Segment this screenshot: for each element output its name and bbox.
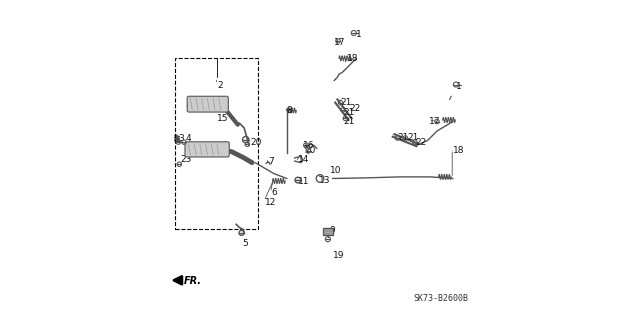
Text: 23: 23 bbox=[180, 155, 191, 164]
FancyBboxPatch shape bbox=[185, 142, 229, 157]
Text: 21: 21 bbox=[344, 108, 355, 116]
Text: 19: 19 bbox=[333, 251, 344, 260]
Text: 10: 10 bbox=[330, 166, 341, 175]
Text: 5: 5 bbox=[243, 239, 248, 248]
Text: 2: 2 bbox=[217, 81, 223, 90]
Text: 21: 21 bbox=[340, 98, 352, 107]
Text: FR.: FR. bbox=[184, 276, 202, 286]
Text: 20: 20 bbox=[304, 145, 316, 154]
FancyBboxPatch shape bbox=[187, 96, 228, 112]
Text: 8: 8 bbox=[287, 106, 292, 115]
Text: 6: 6 bbox=[271, 188, 276, 197]
Text: 13: 13 bbox=[319, 175, 330, 185]
Text: 4: 4 bbox=[186, 134, 191, 144]
Text: 1: 1 bbox=[456, 82, 461, 91]
Text: 1: 1 bbox=[356, 30, 362, 39]
Text: 11: 11 bbox=[298, 177, 309, 186]
Text: 16: 16 bbox=[303, 141, 314, 150]
Text: 9: 9 bbox=[330, 226, 335, 235]
Text: SK73-B2600B: SK73-B2600B bbox=[413, 294, 468, 303]
Text: 17: 17 bbox=[429, 117, 440, 126]
Text: 20: 20 bbox=[250, 137, 262, 147]
Text: 18: 18 bbox=[347, 54, 358, 63]
Text: 22: 22 bbox=[349, 104, 361, 113]
Text: 21: 21 bbox=[407, 133, 419, 142]
Text: 12: 12 bbox=[265, 198, 276, 207]
Bar bbox=[175, 58, 259, 229]
Text: 21: 21 bbox=[344, 117, 355, 126]
Text: 22: 22 bbox=[415, 137, 426, 147]
Text: 18: 18 bbox=[453, 145, 464, 154]
Text: 21: 21 bbox=[397, 133, 409, 142]
Text: 7: 7 bbox=[268, 157, 273, 166]
Text: 15: 15 bbox=[217, 114, 228, 123]
Text: 14: 14 bbox=[298, 155, 309, 164]
Bar bbox=[323, 228, 333, 235]
Text: 3: 3 bbox=[179, 134, 184, 144]
Text: 17: 17 bbox=[334, 38, 346, 47]
